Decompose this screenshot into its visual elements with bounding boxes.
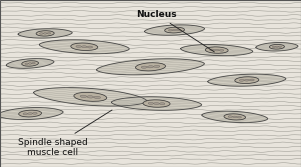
Ellipse shape	[32, 62, 35, 64]
Ellipse shape	[87, 96, 94, 98]
Ellipse shape	[143, 100, 170, 107]
Ellipse shape	[23, 113, 28, 115]
Ellipse shape	[135, 63, 166, 71]
Ellipse shape	[76, 45, 81, 47]
Polygon shape	[202, 111, 268, 123]
Text: Nucleus: Nucleus	[136, 10, 214, 52]
Ellipse shape	[33, 112, 37, 114]
Ellipse shape	[148, 102, 154, 104]
Ellipse shape	[275, 46, 278, 47]
Ellipse shape	[80, 95, 87, 98]
Ellipse shape	[28, 63, 32, 64]
Text: Spindle shaped
muscle cell: Spindle shaped muscle cell	[18, 110, 112, 157]
Ellipse shape	[165, 27, 185, 33]
Ellipse shape	[43, 33, 47, 34]
Ellipse shape	[219, 49, 224, 51]
Ellipse shape	[244, 79, 249, 81]
Ellipse shape	[28, 113, 33, 115]
Ellipse shape	[47, 33, 51, 34]
Ellipse shape	[22, 61, 39, 66]
Ellipse shape	[39, 33, 43, 34]
Ellipse shape	[235, 77, 259, 84]
Polygon shape	[0, 108, 63, 120]
Polygon shape	[111, 97, 202, 110]
Polygon shape	[181, 45, 253, 56]
Ellipse shape	[278, 46, 281, 47]
Ellipse shape	[177, 29, 181, 31]
Ellipse shape	[237, 116, 241, 118]
Ellipse shape	[224, 114, 246, 120]
Ellipse shape	[205, 47, 228, 53]
Ellipse shape	[228, 116, 232, 117]
Ellipse shape	[82, 46, 87, 48]
Ellipse shape	[87, 46, 93, 48]
Polygon shape	[144, 25, 205, 35]
Ellipse shape	[94, 96, 101, 99]
Ellipse shape	[36, 31, 54, 36]
Polygon shape	[6, 59, 54, 68]
Ellipse shape	[269, 44, 284, 49]
Ellipse shape	[250, 79, 254, 81]
Ellipse shape	[141, 66, 147, 68]
Ellipse shape	[74, 92, 107, 101]
Ellipse shape	[19, 110, 42, 117]
Ellipse shape	[147, 66, 154, 68]
Polygon shape	[18, 29, 72, 38]
Ellipse shape	[239, 79, 244, 81]
Polygon shape	[39, 40, 129, 54]
Ellipse shape	[160, 103, 165, 105]
Ellipse shape	[233, 116, 237, 118]
Ellipse shape	[214, 49, 219, 51]
Ellipse shape	[25, 63, 28, 64]
Ellipse shape	[209, 49, 214, 51]
Polygon shape	[97, 59, 204, 75]
Polygon shape	[34, 88, 147, 106]
Polygon shape	[208, 74, 286, 86]
Ellipse shape	[154, 65, 160, 67]
Ellipse shape	[154, 103, 159, 105]
Ellipse shape	[172, 29, 177, 31]
Ellipse shape	[71, 43, 98, 50]
Ellipse shape	[169, 30, 172, 31]
Ellipse shape	[272, 46, 275, 47]
Polygon shape	[256, 43, 298, 51]
